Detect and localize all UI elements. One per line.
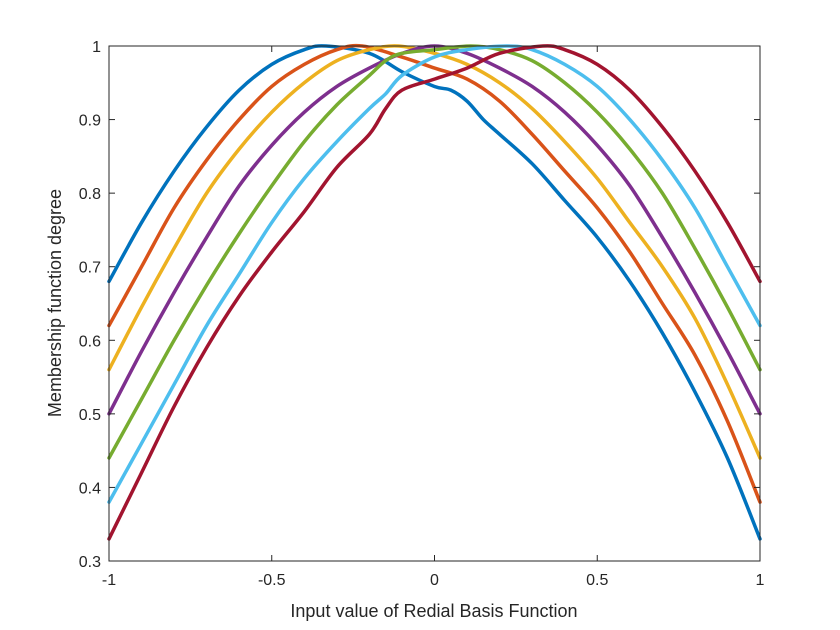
x-axis-label: Input value of Redial Basis Function <box>290 601 577 621</box>
series-line-7 <box>107 44 762 541</box>
series-line-1 <box>107 44 762 541</box>
y-tick-label: 0.4 <box>79 480 101 497</box>
y-tick-label: 0.8 <box>79 186 101 203</box>
x-tick-label: 0 <box>430 572 439 589</box>
y-tick-label: 0.3 <box>79 554 101 571</box>
x-tick-label: 0.5 <box>586 572 608 589</box>
plot-area <box>109 46 760 561</box>
y-axis-label: Membership function degree <box>45 189 65 417</box>
y-tick-label: 0.7 <box>79 260 101 277</box>
x-tick-label: -0.5 <box>258 572 286 589</box>
x-tick-label: 1 <box>756 572 765 589</box>
y-tick-label: 0.9 <box>79 113 101 130</box>
series-line-5 <box>107 44 762 460</box>
series-layer <box>107 43 762 541</box>
y-tick-label: 0.5 <box>79 407 101 424</box>
y-tick-label: 0.6 <box>79 333 101 350</box>
ticks-layer: -1 -0.5 0 0.5 1 0.3 0.4 0.5 0.6 0.7 0.8 0.9 1 <box>79 39 765 589</box>
series-line-3 <box>107 44 762 460</box>
series-line-2 <box>107 43 762 504</box>
y-tick-label: 1 <box>92 39 101 56</box>
plot-axes <box>109 46 760 561</box>
series-line-6 <box>107 44 762 504</box>
x-tick-label: -1 <box>102 572 116 589</box>
